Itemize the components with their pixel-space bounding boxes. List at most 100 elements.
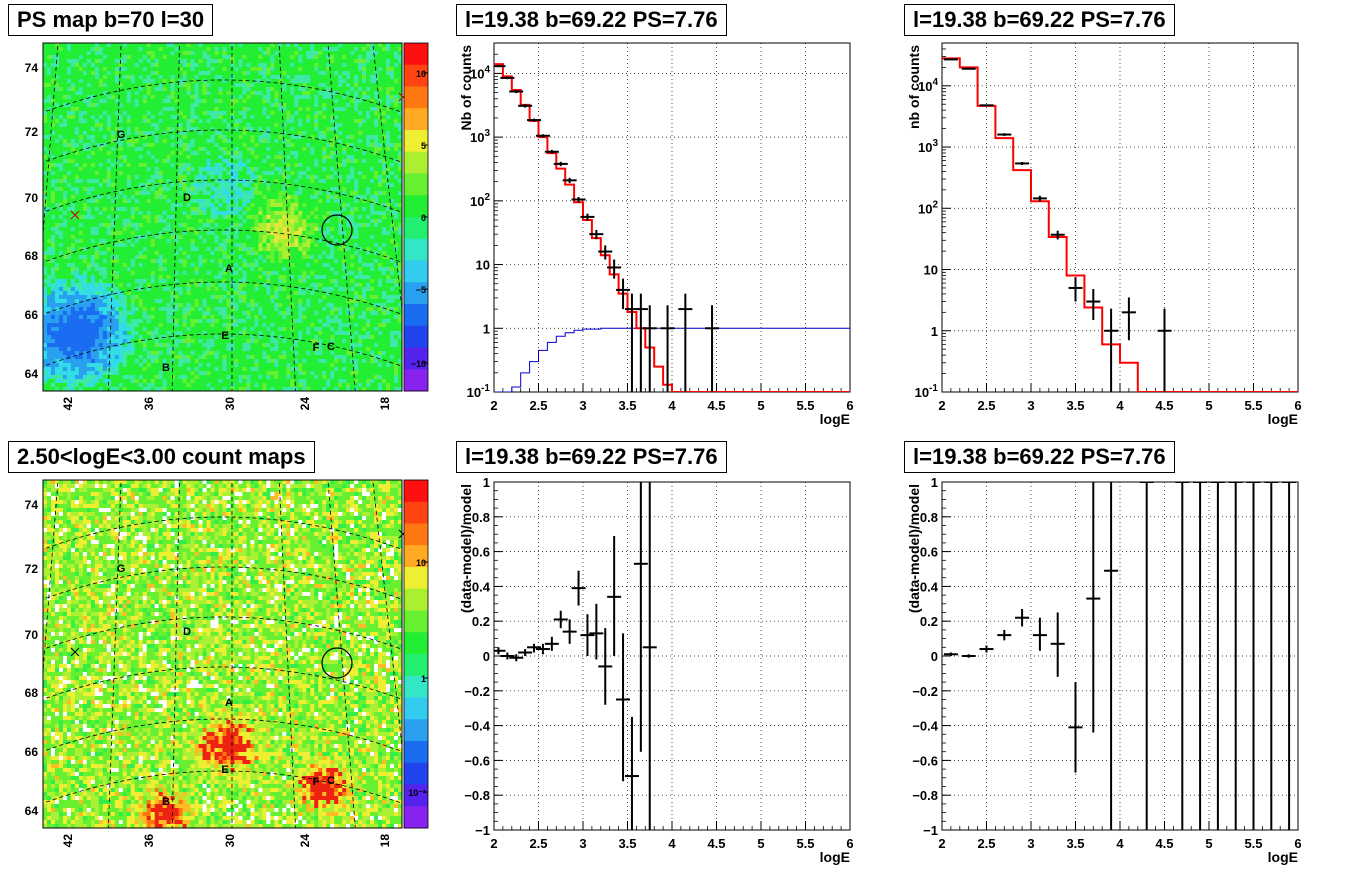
scale-segment [404, 304, 428, 326]
residual-title-2: l=19.38 b=69.22 PS=7.76 [904, 441, 1175, 473]
source-label-f: F [313, 342, 320, 354]
source-label-b: B [162, 362, 170, 374]
y-tick-label: 10 [924, 263, 938, 278]
y-tick-label: 0.6 [472, 545, 490, 560]
scale-segment [404, 632, 428, 654]
data-point [980, 105, 994, 107]
map-x-tick-label: 42 [61, 834, 75, 848]
scale-tick-label: 10 [416, 69, 426, 79]
y-tick-label: 10-1 [915, 383, 939, 400]
x-tick-label: 5 [757, 836, 764, 851]
x-tick-label: 5 [1205, 398, 1212, 413]
y-tick-label: −1 [475, 823, 490, 838]
scale-segment [404, 524, 428, 546]
map-y-tick-label: 72 [25, 562, 39, 576]
x-tick-label: 5.5 [1244, 398, 1262, 413]
scale-segment [404, 239, 428, 261]
y-tick-label: 0.8 [920, 510, 938, 525]
map-y-tick-label: 70 [25, 628, 39, 642]
x-axis-label: logE [820, 411, 850, 427]
x-tick-label: 2 [490, 398, 497, 413]
y-tick-label: −0.8 [912, 788, 938, 803]
y-tick-label: −0.6 [912, 753, 938, 768]
scale-segment [404, 763, 428, 785]
scale-segment [404, 654, 428, 676]
map-y-tick-label: 74 [25, 61, 39, 75]
x-tick-label: 4.5 [1155, 398, 1173, 413]
x-tick-label: 3 [1027, 398, 1034, 413]
source-label-e: E [221, 764, 228, 776]
x-axis-label: logE [820, 849, 850, 865]
scale-tick-label: −5 [416, 285, 426, 295]
x-tick-label: 2.5 [977, 398, 995, 413]
map-y-tick-label: 68 [25, 249, 39, 263]
x-tick-label: 5 [1205, 836, 1212, 851]
x-axis-label: logE [1268, 849, 1298, 865]
source-label-f: F [313, 776, 320, 788]
scale-segment [404, 806, 428, 828]
data-point [500, 77, 514, 80]
scale-tick-label: 10 [416, 558, 426, 568]
x-tick-label: 3.5 [1066, 398, 1084, 413]
y-tick-label: 102 [918, 199, 938, 216]
x-tick-label: 4 [1116, 398, 1124, 413]
map-y-tick-label: 64 [25, 804, 39, 818]
x-tick-label: 3 [579, 836, 586, 851]
y-axis-label: (data-model)/model [906, 484, 922, 613]
map-y-tick-label: 74 [25, 498, 39, 512]
y-tick-label: 0 [483, 649, 490, 664]
scale-segment [404, 369, 428, 391]
x-tick-label: 4.5 [707, 398, 725, 413]
x-tick-label: 2 [938, 836, 945, 851]
source-label-d: D [183, 192, 191, 204]
y-tick-label: 0.2 [472, 614, 490, 629]
scale-segment [404, 480, 428, 502]
map-x-tick-label: 42 [61, 397, 75, 411]
y-tick-label: −0.8 [464, 788, 490, 803]
x-tick-label: 2.5 [529, 398, 547, 413]
y-tick-label: 103 [918, 138, 938, 155]
y-tick-label: 0.2 [920, 614, 938, 629]
map-y-tick-label: 66 [25, 745, 39, 759]
scale-segment [404, 611, 428, 633]
map-x-tick-label: 30 [223, 834, 237, 848]
map-x-tick-label: 24 [298, 834, 312, 848]
y-tick-label: 0 [931, 649, 938, 664]
scale-segment [404, 174, 428, 196]
count-map-title: 2.50<logE<3.00 count maps [8, 441, 315, 473]
map-x-tick-label: 24 [298, 397, 312, 411]
spectrum-title-1: l=19.38 b=69.22 PS=7.76 [456, 4, 727, 36]
x-tick-label: 4.5 [707, 836, 725, 851]
x-tick-label: 4 [1116, 836, 1124, 851]
map-x-tick-label: 18 [378, 397, 392, 411]
scale-segment [404, 719, 428, 741]
color-scale-bar [404, 480, 428, 829]
scale-segment [404, 567, 428, 589]
scale-segment [404, 589, 428, 611]
map-x-tick-label: 30 [223, 397, 237, 411]
map-y-tick-label: 70 [25, 191, 39, 205]
y-tick-label: 0.8 [472, 510, 490, 525]
scale-tick-label: 5 [421, 141, 426, 151]
scale-tick-label: 10⁻¹ [408, 788, 426, 798]
y-tick-label: 1 [931, 324, 938, 339]
y-tick-label: 0.6 [920, 545, 938, 560]
y-tick-label: −1 [923, 823, 938, 838]
spectrum-title-2: l=19.38 b=69.22 PS=7.76 [904, 4, 1175, 36]
y-tick-label: 10-1 [467, 383, 491, 400]
y-tick-label: −0.6 [464, 753, 490, 768]
y-tick-label: 1 [483, 321, 490, 336]
source-label-e: E [221, 330, 228, 342]
x-tick-label: 3 [579, 398, 586, 413]
x-axis-label: logE [1268, 411, 1298, 427]
x-tick-label: 3.5 [618, 398, 636, 413]
scale-segment [404, 43, 428, 65]
